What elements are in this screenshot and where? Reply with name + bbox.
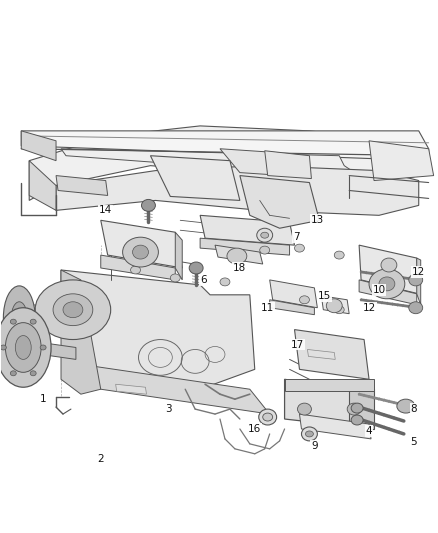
Text: 6: 6 <box>200 275 206 285</box>
Polygon shape <box>61 149 359 175</box>
Polygon shape <box>61 270 255 389</box>
Polygon shape <box>294 329 369 379</box>
Ellipse shape <box>301 427 318 441</box>
Text: 9: 9 <box>311 441 318 451</box>
Text: 8: 8 <box>410 404 417 414</box>
Text: 11: 11 <box>261 303 274 313</box>
Ellipse shape <box>334 251 344 259</box>
Polygon shape <box>200 215 294 245</box>
Polygon shape <box>56 166 419 215</box>
Ellipse shape <box>0 345 7 350</box>
Polygon shape <box>61 270 101 394</box>
Ellipse shape <box>409 274 423 286</box>
Ellipse shape <box>30 371 36 376</box>
Polygon shape <box>240 175 319 228</box>
Ellipse shape <box>326 299 342 313</box>
Polygon shape <box>21 131 429 160</box>
Polygon shape <box>369 141 434 181</box>
Text: 2: 2 <box>97 454 104 464</box>
Ellipse shape <box>263 413 273 421</box>
Text: 5: 5 <box>410 437 417 447</box>
Ellipse shape <box>133 245 148 259</box>
Ellipse shape <box>261 232 268 238</box>
Text: 15: 15 <box>318 291 331 301</box>
Polygon shape <box>175 232 182 280</box>
Ellipse shape <box>5 322 41 373</box>
Polygon shape <box>307 350 335 359</box>
Polygon shape <box>270 280 318 308</box>
Ellipse shape <box>0 308 51 387</box>
Ellipse shape <box>53 294 93 326</box>
Text: 18: 18 <box>233 263 247 273</box>
Polygon shape <box>300 414 371 439</box>
Text: 3: 3 <box>165 404 172 414</box>
Ellipse shape <box>379 277 395 291</box>
Polygon shape <box>101 220 182 268</box>
Ellipse shape <box>409 302 423 314</box>
Ellipse shape <box>260 246 270 254</box>
Polygon shape <box>270 300 314 314</box>
Ellipse shape <box>63 302 83 318</box>
Polygon shape <box>29 126 419 200</box>
Ellipse shape <box>220 278 230 286</box>
Ellipse shape <box>141 199 155 212</box>
Polygon shape <box>41 343 76 359</box>
Ellipse shape <box>170 274 180 282</box>
Polygon shape <box>321 296 349 314</box>
Ellipse shape <box>189 262 203 274</box>
Ellipse shape <box>334 306 344 314</box>
Polygon shape <box>200 238 290 255</box>
Text: 1: 1 <box>40 394 46 404</box>
Polygon shape <box>21 131 56 160</box>
Ellipse shape <box>11 319 16 324</box>
Polygon shape <box>285 379 374 429</box>
Text: 12: 12 <box>362 303 376 313</box>
Ellipse shape <box>381 258 397 272</box>
Text: 17: 17 <box>291 340 304 350</box>
Text: 13: 13 <box>311 215 324 225</box>
Ellipse shape <box>294 244 304 252</box>
Ellipse shape <box>40 345 46 350</box>
Polygon shape <box>285 379 374 391</box>
Text: 14: 14 <box>99 205 113 215</box>
Ellipse shape <box>397 399 415 413</box>
Ellipse shape <box>11 371 16 376</box>
Polygon shape <box>101 255 175 280</box>
Ellipse shape <box>11 302 27 334</box>
Text: 10: 10 <box>372 285 385 295</box>
Ellipse shape <box>305 431 314 437</box>
Polygon shape <box>29 160 56 211</box>
Ellipse shape <box>131 266 141 274</box>
Ellipse shape <box>300 296 309 304</box>
Ellipse shape <box>351 403 363 413</box>
Polygon shape <box>150 156 240 200</box>
Ellipse shape <box>257 228 273 242</box>
Ellipse shape <box>347 403 361 415</box>
Polygon shape <box>220 149 285 175</box>
Ellipse shape <box>35 280 111 340</box>
Ellipse shape <box>297 403 311 415</box>
Polygon shape <box>417 258 421 305</box>
Polygon shape <box>265 151 311 179</box>
Polygon shape <box>359 245 419 294</box>
Polygon shape <box>56 175 108 196</box>
Ellipse shape <box>4 286 35 350</box>
Text: 4: 4 <box>366 426 372 436</box>
Ellipse shape <box>369 269 405 299</box>
Polygon shape <box>215 245 263 264</box>
Ellipse shape <box>227 248 247 264</box>
Text: 7: 7 <box>293 232 300 242</box>
Ellipse shape <box>15 336 31 359</box>
Ellipse shape <box>123 237 159 267</box>
Ellipse shape <box>259 409 277 425</box>
Ellipse shape <box>30 319 36 324</box>
Polygon shape <box>349 389 374 429</box>
Text: 12: 12 <box>412 267 425 277</box>
Polygon shape <box>81 365 270 414</box>
Text: 16: 16 <box>248 424 261 434</box>
Polygon shape <box>116 384 146 394</box>
Polygon shape <box>359 280 417 305</box>
Ellipse shape <box>351 415 363 425</box>
